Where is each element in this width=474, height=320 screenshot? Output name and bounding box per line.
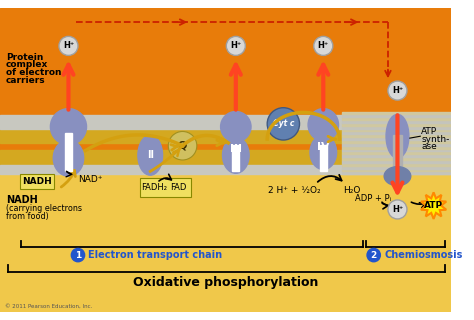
Text: H⁺: H⁺: [318, 41, 329, 50]
Ellipse shape: [386, 114, 409, 158]
Ellipse shape: [310, 135, 337, 170]
Circle shape: [226, 36, 246, 55]
Text: NADH: NADH: [6, 195, 37, 205]
Text: H⁺: H⁺: [392, 86, 403, 95]
Circle shape: [168, 132, 197, 160]
Circle shape: [388, 81, 407, 100]
Bar: [342, 148, 451, 151]
Text: H⁺: H⁺: [392, 205, 403, 214]
Bar: [342, 143, 451, 146]
Ellipse shape: [50, 109, 87, 145]
Bar: [342, 137, 451, 140]
Bar: [342, 169, 451, 172]
Ellipse shape: [308, 109, 338, 141]
Text: 2 H⁺ + ½O₂: 2 H⁺ + ½O₂: [268, 186, 321, 195]
Bar: [342, 163, 451, 166]
Text: I: I: [66, 141, 71, 156]
Text: 1: 1: [75, 251, 81, 260]
Bar: [342, 154, 451, 157]
Text: III: III: [230, 144, 242, 154]
Text: NADH: NADH: [22, 177, 52, 186]
Text: Q: Q: [178, 141, 187, 151]
Text: II: II: [147, 150, 154, 160]
Text: Electron transport chain: Electron transport chain: [89, 250, 223, 260]
Text: IV: IV: [317, 142, 329, 152]
Bar: [342, 160, 451, 163]
Ellipse shape: [53, 140, 84, 176]
Text: of electron: of electron: [6, 68, 61, 77]
Text: FAD: FAD: [171, 183, 187, 192]
Text: © 2011 Pearson Education, Inc.: © 2011 Pearson Education, Inc.: [5, 303, 92, 308]
Bar: [65, 133, 72, 172]
Text: complex: complex: [6, 60, 48, 69]
Text: H⁺: H⁺: [63, 41, 74, 50]
Circle shape: [267, 108, 300, 140]
Text: ase: ase: [421, 142, 437, 151]
Text: Cyt c: Cyt c: [273, 119, 294, 128]
Bar: [342, 117, 451, 120]
Bar: [342, 134, 451, 137]
Text: FADH₂: FADH₂: [141, 183, 167, 192]
Bar: [342, 157, 451, 160]
Ellipse shape: [138, 135, 163, 175]
Text: synth-: synth-: [421, 135, 450, 144]
Bar: [392, 135, 402, 172]
Bar: [342, 140, 451, 143]
Text: NAD⁺: NAD⁺: [78, 174, 102, 183]
Bar: [342, 132, 451, 134]
Ellipse shape: [220, 111, 251, 142]
Circle shape: [388, 200, 407, 219]
Text: Chemiosmosis: Chemiosmosis: [384, 250, 463, 260]
Bar: [342, 123, 451, 126]
Circle shape: [314, 36, 333, 55]
Bar: [342, 146, 451, 148]
Text: ATP: ATP: [424, 201, 443, 210]
Bar: [0, 165, 451, 174]
Circle shape: [59, 36, 78, 55]
Bar: [0, 165, 451, 312]
Text: carriers: carriers: [6, 76, 46, 84]
Polygon shape: [421, 192, 446, 219]
Bar: [320, 145, 327, 172]
Ellipse shape: [222, 137, 249, 173]
Text: H₂O: H₂O: [343, 186, 361, 195]
Bar: [342, 120, 451, 123]
Bar: [342, 111, 451, 114]
Bar: [0, 150, 451, 168]
Circle shape: [71, 248, 85, 262]
Text: H⁺: H⁺: [230, 41, 241, 50]
Bar: [0, 115, 451, 129]
Bar: [232, 145, 239, 172]
Bar: [342, 114, 451, 117]
Ellipse shape: [384, 167, 411, 186]
Bar: [342, 166, 451, 169]
Text: (carrying electrons: (carrying electrons: [6, 204, 82, 213]
Bar: [342, 172, 451, 174]
Bar: [342, 129, 451, 132]
Bar: [342, 126, 451, 129]
Text: from food): from food): [6, 212, 48, 220]
FancyBboxPatch shape: [20, 174, 54, 189]
Text: Oxidative phosphorylation: Oxidative phosphorylation: [133, 276, 318, 289]
FancyBboxPatch shape: [140, 178, 191, 197]
Bar: [342, 151, 451, 154]
Text: Protein: Protein: [6, 53, 43, 62]
Bar: [0, 126, 451, 143]
Text: ADP + Pᵢ: ADP + Pᵢ: [355, 194, 391, 203]
Text: ATP: ATP: [421, 127, 438, 136]
Text: 2: 2: [371, 251, 377, 260]
Circle shape: [367, 248, 380, 262]
